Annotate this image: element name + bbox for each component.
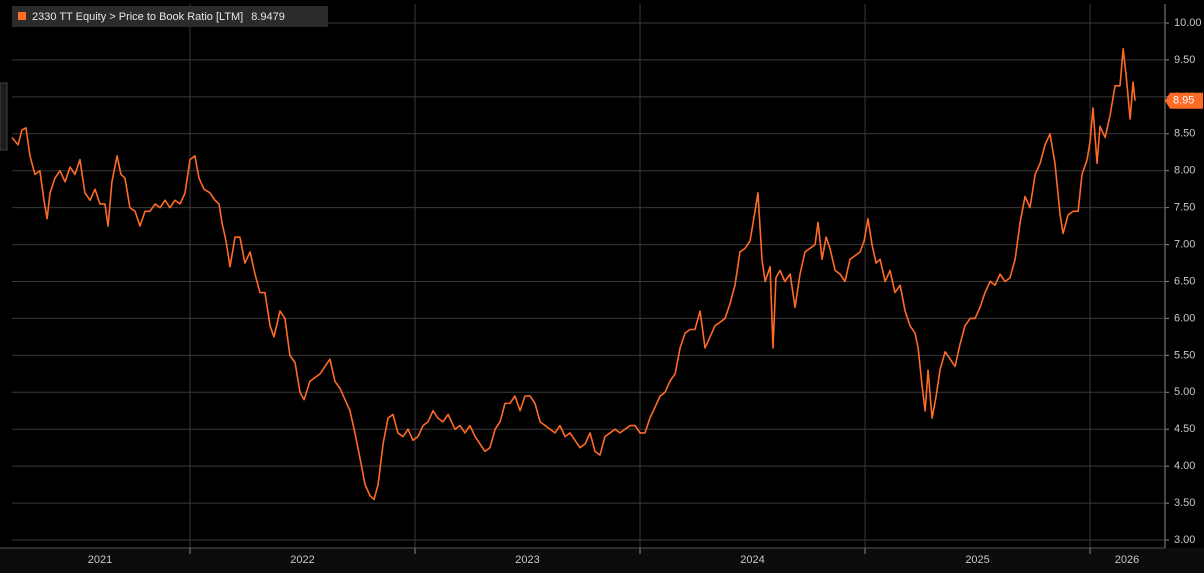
y-tick-label: 4.50 xyxy=(1174,423,1195,435)
y-tick-label: 8.50 xyxy=(1174,128,1195,140)
y-tick-label: 10.00 xyxy=(1174,17,1202,29)
x-tick-label: 2024 xyxy=(740,554,764,566)
x-tick-label: 2026 xyxy=(1115,554,1139,566)
y-tick-label: 7.50 xyxy=(1174,202,1195,214)
last-value-label: 8.95 xyxy=(1173,95,1194,107)
y-tick-label: 3.00 xyxy=(1174,534,1195,546)
x-axis-band xyxy=(0,548,1204,573)
series-line xyxy=(11,48,1136,501)
legend-label: 2330 TT Equity > Price to Book Ratio [LT… xyxy=(32,11,243,23)
y-tick-label: 7.00 xyxy=(1174,238,1195,250)
y-tick-label: 8.00 xyxy=(1174,165,1195,177)
legend-swatch xyxy=(18,12,26,20)
x-tick-label: 2023 xyxy=(515,554,539,566)
side-handle xyxy=(0,82,8,151)
y-tick-label: 9.50 xyxy=(1174,54,1195,66)
y-tick-label: 4.00 xyxy=(1174,460,1195,472)
x-tick-label: 2021 xyxy=(88,554,112,566)
plot xyxy=(11,48,1136,501)
y-tick-label: 5.00 xyxy=(1174,386,1195,398)
last-value-badge xyxy=(1165,92,1203,109)
y-tick-label: 6.00 xyxy=(1174,312,1195,324)
legend-box xyxy=(12,6,328,27)
y-tick-label: 3.50 xyxy=(1174,497,1195,509)
grid xyxy=(12,4,1165,548)
legend-last-value: 8.9479 xyxy=(251,11,285,23)
y-tick-label: 5.50 xyxy=(1174,349,1195,361)
y-tick-label: 6.50 xyxy=(1174,275,1195,287)
x-tick-label: 2022 xyxy=(290,554,314,566)
x-tick-label: 2025 xyxy=(965,554,989,566)
